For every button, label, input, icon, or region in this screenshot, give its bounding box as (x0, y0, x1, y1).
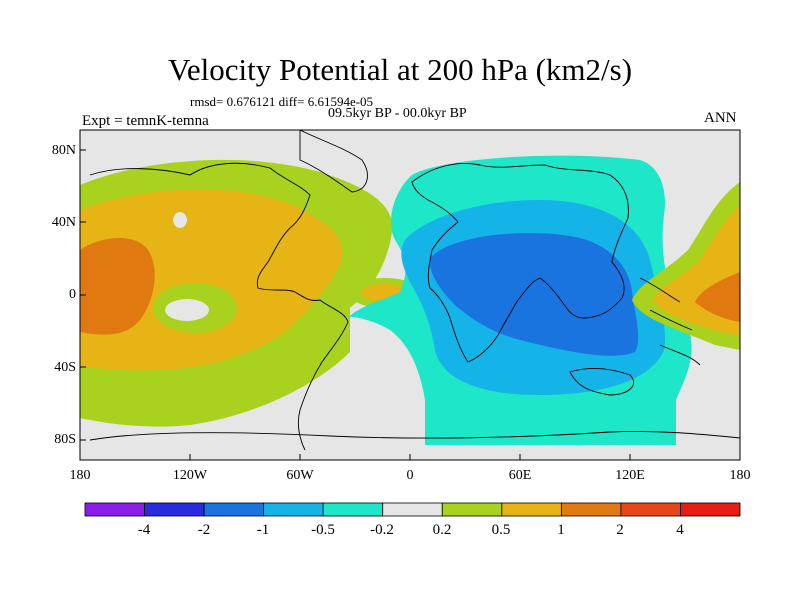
positive-region-moderate (80, 189, 343, 371)
lon-label-120w: 120W (172, 468, 208, 483)
lon-label-0: 0 (406, 468, 414, 483)
colorbar-box-0 (84, 502, 145, 517)
colorbar-label-neg1: -1 (256, 522, 270, 538)
colorbar-box-4 (322, 502, 384, 517)
colorbar-box-7 (501, 502, 562, 517)
lon-label-180w: 180 (69, 468, 91, 483)
statistics-line: rmsd= 0.676121 diff= 6.61594e-05 (190, 94, 374, 109)
colorbar-box-6 (441, 502, 503, 517)
colorbar-label-02: 0.2 (432, 522, 452, 538)
experiment-label: Expt = temnK-temna (82, 113, 209, 129)
colorbar-label-neg05: -0.5 (311, 522, 335, 538)
colorbar (84, 502, 741, 517)
colorbar-label-neg2: -2 (197, 522, 211, 538)
positive-region-strong (80, 237, 155, 335)
lon-label-60e: 60E (508, 468, 532, 483)
colorbar-box-2 (203, 502, 265, 517)
lon-label-120e: 120E (615, 468, 645, 483)
season-label: ANN (704, 110, 737, 126)
period-label: 09.5kyr BP - 00.0kyr BP (328, 106, 467, 121)
coastlines (89, 130, 740, 451)
longitude-ticks (79, 454, 741, 460)
lon-label-180e: 180 (729, 468, 751, 483)
lat-label-equator: 0 (69, 287, 76, 302)
lat-label-80n: 80N (51, 143, 76, 158)
lon-label-60w: 60W (286, 468, 314, 483)
map-field (80, 130, 740, 460)
lat-label-80s: 80S (54, 432, 76, 447)
colorbar-label-4: 4 (676, 522, 684, 538)
colorbar-label-neg02: -0.2 (370, 522, 394, 538)
colorbar-box-10 (680, 502, 741, 517)
lat-label-40s: 40S (54, 360, 76, 375)
colorbar-box-8 (560, 502, 622, 517)
negative-region-strong (429, 232, 639, 356)
colorbar-label-2: 2 (616, 522, 624, 538)
neutral-pocket-north (173, 212, 187, 228)
colorbar-box-9 (620, 502, 681, 517)
colorbar-box-1 (144, 502, 205, 517)
neutral-pocket-pacific (165, 299, 209, 321)
latitude-ticks (80, 149, 86, 441)
colorbar-label-neg4: -4 (137, 522, 151, 538)
colorbar-label-1: 1 (557, 522, 565, 538)
lat-label-40n: 40N (51, 215, 76, 230)
colorbar-label-05: 0.5 (491, 522, 511, 538)
positive-region-wpacific-strong (695, 272, 740, 322)
chart-title: Velocity Potential at 200 hPa (km2/s) (167, 52, 633, 87)
colorbar-box-3 (263, 502, 324, 517)
colorbar-box-5 (382, 502, 443, 517)
